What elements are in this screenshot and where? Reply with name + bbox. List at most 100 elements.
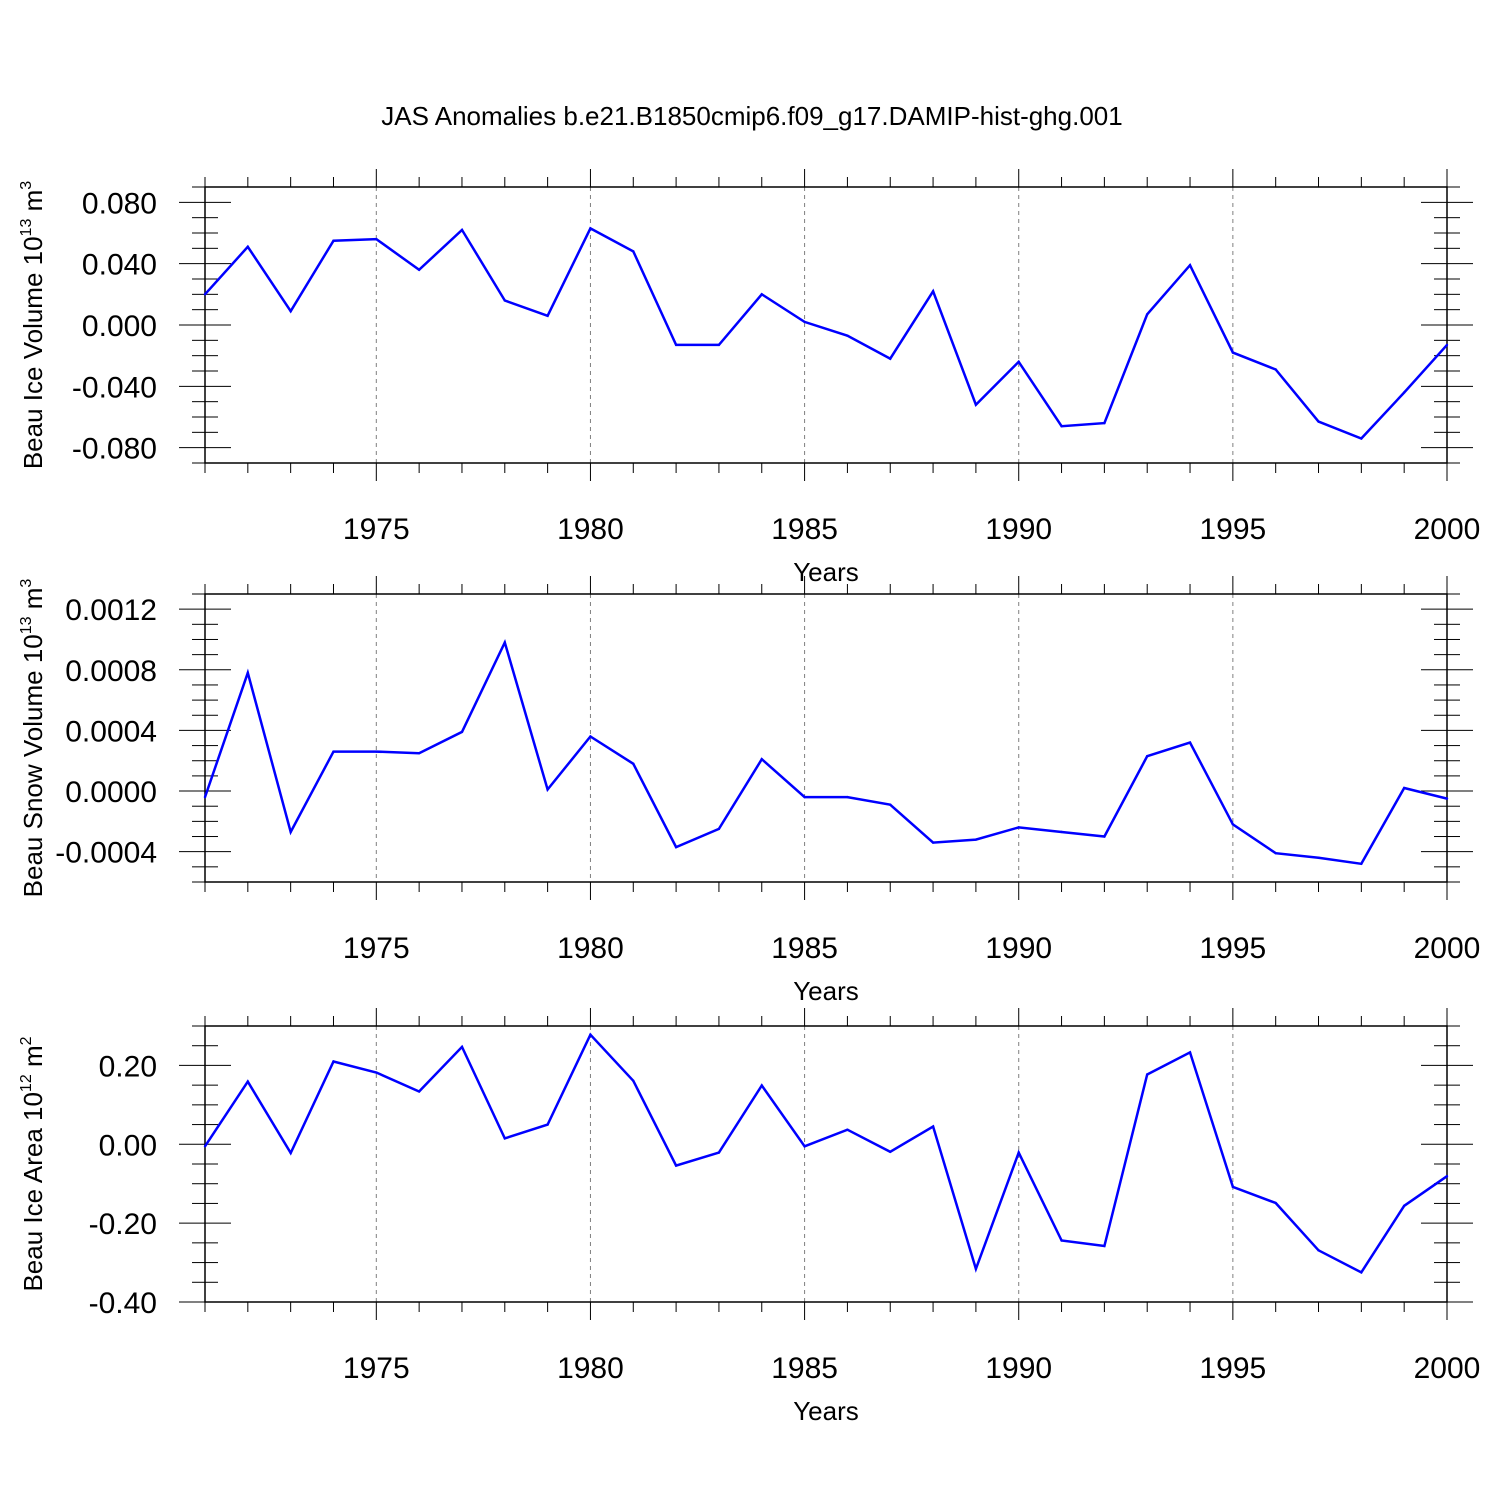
data-point bbox=[1188, 1051, 1192, 1054]
y-axis-label-unit: m bbox=[18, 588, 48, 617]
y-tick-label: -0.40 bbox=[89, 1287, 157, 1320]
y-tick-label: 0.20 bbox=[99, 1050, 157, 1083]
data-point bbox=[1402, 786, 1406, 790]
y-axis-label-unit-exponent: 2 bbox=[18, 1036, 35, 1045]
y-axis-label-exponent: 13 bbox=[18, 219, 35, 237]
data-point bbox=[1103, 835, 1106, 838]
data-point bbox=[1231, 823, 1235, 826]
data-point bbox=[1274, 1201, 1277, 1205]
y-axis-label-text: Beau Snow Volume 10 bbox=[18, 634, 48, 897]
data-point bbox=[846, 1128, 849, 1131]
data-point bbox=[674, 845, 678, 849]
data-point bbox=[674, 1164, 678, 1167]
y-tick-label: 0.0004 bbox=[65, 715, 157, 748]
data-point bbox=[246, 1080, 250, 1083]
panel-1: 0.080 0.040 0.000 -0.040 -0.080 1975 1980 1985 1… bbox=[18, 169, 1480, 587]
y-axis-label: Beau Ice Volume 1013 m3 bbox=[18, 181, 48, 469]
data-point bbox=[289, 830, 292, 834]
x-tick-label: 1985 bbox=[771, 932, 838, 965]
x-tick-label: 1980 bbox=[557, 1352, 624, 1385]
data-point bbox=[931, 290, 935, 293]
data-point bbox=[1445, 797, 1449, 800]
data-point bbox=[1146, 754, 1149, 758]
data-point bbox=[503, 641, 506, 644]
y-axis-label-unit-exponent: 3 bbox=[18, 579, 35, 588]
y-tick-label: 0.000 bbox=[82, 310, 157, 343]
data-point bbox=[375, 1071, 378, 1074]
data-point bbox=[1188, 264, 1192, 267]
series-line bbox=[204, 226, 1448, 440]
data-point bbox=[546, 314, 549, 317]
data-point bbox=[846, 334, 849, 337]
data-point bbox=[674, 343, 678, 347]
data-point bbox=[203, 795, 207, 799]
data-point bbox=[332, 1060, 335, 1063]
x-tick-label: 1975 bbox=[343, 932, 410, 965]
data-point bbox=[1360, 1271, 1363, 1274]
data-point bbox=[974, 1267, 978, 1271]
data-point bbox=[589, 735, 592, 738]
y-axis-label-unit: m bbox=[18, 190, 48, 219]
y-tick-label: 0.080 bbox=[82, 187, 157, 220]
data-point bbox=[417, 1090, 421, 1093]
y-axis-label-exponent: 13 bbox=[18, 616, 35, 634]
data-point bbox=[1317, 856, 1320, 859]
y-axis-label: Beau Ice Area 1012 m2 bbox=[18, 1036, 48, 1291]
data-point bbox=[717, 343, 721, 347]
data-point bbox=[1103, 421, 1106, 425]
data-point bbox=[289, 1151, 292, 1155]
x-tick-label: 1985 bbox=[771, 1352, 838, 1385]
plot-frame bbox=[204, 593, 1448, 883]
y-tick-label: -0.080 bbox=[72, 433, 157, 466]
x-tick-label: 1995 bbox=[1199, 932, 1266, 965]
data-point bbox=[1188, 741, 1192, 744]
x-tick-label: 1990 bbox=[985, 932, 1052, 965]
x-axis-label: Years bbox=[793, 976, 859, 1006]
data-point bbox=[460, 1045, 464, 1049]
panels: 0.080 0.040 0.000 -0.040 -0.080 1975 1980 1985 1… bbox=[18, 169, 1480, 1426]
data-point bbox=[417, 268, 421, 271]
y-tick-label: -0.040 bbox=[72, 371, 157, 404]
data-point bbox=[846, 795, 849, 799]
data-point bbox=[503, 299, 506, 302]
x-tick-label: 1975 bbox=[343, 513, 410, 546]
data-point bbox=[1017, 1151, 1020, 1154]
x-tick-label: 1990 bbox=[985, 513, 1052, 546]
data-point bbox=[460, 730, 464, 734]
data-point bbox=[931, 1125, 935, 1128]
y-axis-label: Beau Snow Volume 1013 m3 bbox=[18, 579, 48, 898]
y-axis-label-unit-exponent: 3 bbox=[18, 181, 35, 190]
data-point bbox=[760, 293, 763, 296]
series-line bbox=[203, 1032, 1448, 1275]
data-point bbox=[803, 320, 806, 324]
data-point bbox=[889, 1150, 892, 1153]
y-tick-label: 0.00 bbox=[99, 1129, 157, 1162]
x-tick-label: 1990 bbox=[985, 1352, 1052, 1385]
data-point bbox=[1146, 313, 1149, 316]
plot-frame bbox=[204, 1025, 1448, 1303]
y-axis-label-exponent: 12 bbox=[18, 1074, 35, 1092]
x-tick-label: 1975 bbox=[343, 1352, 410, 1385]
data-point bbox=[803, 1145, 806, 1148]
x-tick-label: 1980 bbox=[557, 513, 624, 546]
data-point bbox=[1402, 1204, 1406, 1207]
data-point bbox=[1231, 351, 1235, 354]
data-point bbox=[289, 310, 292, 313]
data-point bbox=[803, 795, 806, 799]
data-point bbox=[760, 758, 763, 761]
data-point bbox=[417, 751, 421, 755]
plot-frame bbox=[204, 186, 1448, 464]
series-line bbox=[203, 639, 1448, 866]
data-point bbox=[589, 227, 592, 230]
data-point bbox=[974, 403, 978, 406]
y-tick-label: 0.0012 bbox=[65, 594, 157, 627]
y-axis-label-unit: m bbox=[18, 1045, 48, 1074]
x-tick-label: 1985 bbox=[771, 513, 838, 546]
data-point bbox=[1360, 437, 1363, 440]
data-point bbox=[889, 803, 892, 806]
x-tick-label: 1995 bbox=[1199, 513, 1266, 546]
data-point bbox=[589, 1033, 592, 1036]
data-point bbox=[546, 788, 549, 791]
y-axis-label-text: Beau Ice Area 10 bbox=[18, 1092, 48, 1291]
